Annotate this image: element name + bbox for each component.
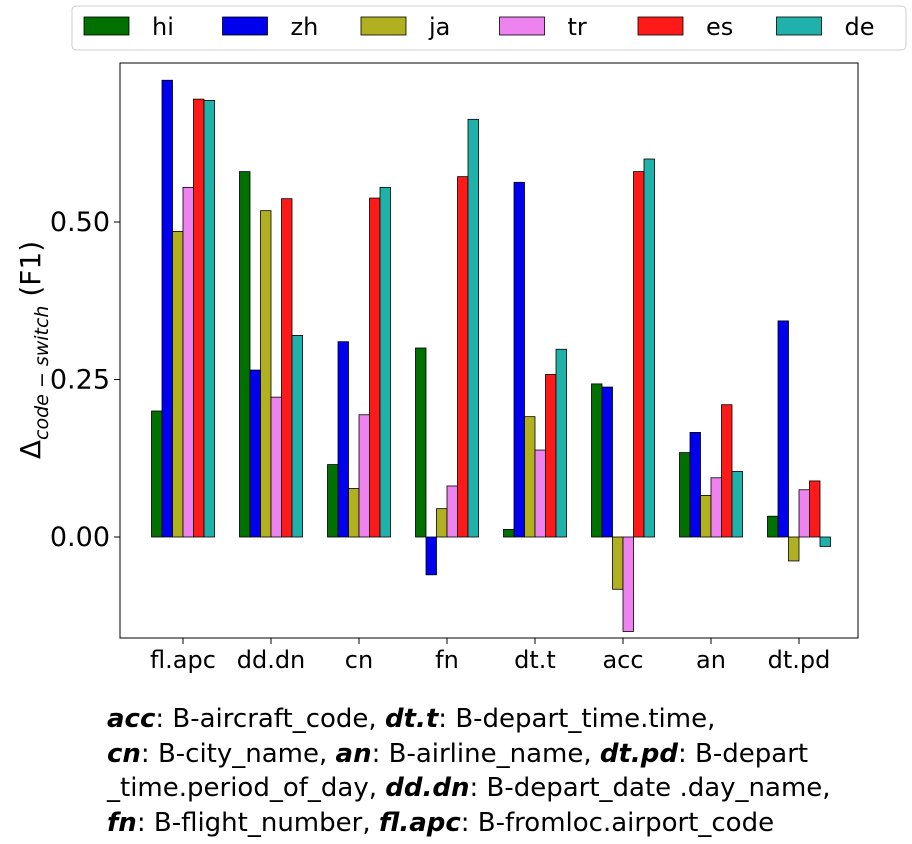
y-tick-label: 0.00	[50, 522, 110, 553]
bar-de-acc	[643, 158, 655, 538]
caption-definition: : B-depart_date .day_name,	[469, 773, 831, 803]
bar-de-dd.dn	[291, 334, 303, 538]
bar-tr-fn	[446, 485, 458, 538]
caption-line: cn: B-city_name, an: B-airline_name, dt.…	[107, 737, 907, 772]
bar-de-dt.t	[555, 348, 567, 538]
caption-definition: : B-city_name,	[140, 738, 336, 769]
bar-tr-fl.apc	[182, 186, 194, 538]
legend-swatch-tr	[499, 16, 545, 36]
bar-ja-dd.dn	[260, 210, 272, 538]
legend-label-tr: tr	[568, 13, 587, 41]
bar-hi-cn	[327, 464, 339, 538]
caption-abbreviation: fl.apc	[378, 807, 461, 838]
bar-tr-dt.t	[534, 449, 546, 538]
bar-hi-fn	[415, 347, 427, 538]
legend-label-hi: hi	[152, 13, 174, 41]
bar-tr-dd.dn	[270, 396, 282, 538]
bar-tr-acc	[622, 536, 634, 632]
bar-es-cn	[369, 197, 381, 538]
bar-zh-acc	[601, 386, 613, 538]
caption-definition: : B-flight_number,	[136, 807, 379, 838]
caption-line: acc: B-aircraft_code, dt.t: B-depart_tim…	[107, 702, 907, 737]
bar-hi-dd.dn	[239, 171, 251, 538]
legend-label-es: es	[706, 13, 733, 41]
caption-abbreviation: fn	[107, 807, 137, 838]
y-tick-label: 0.25	[50, 365, 110, 396]
bar-de-an	[731, 471, 743, 538]
bar-hi-an	[679, 452, 691, 538]
legend-swatch-es	[637, 16, 684, 36]
bar-de-fl.apc	[203, 100, 215, 538]
legend-swatch-zh	[222, 16, 268, 36]
bar-de-fn	[467, 118, 479, 538]
y-axis-label: Δcode − switch (F1)	[14, 241, 53, 459]
bar-ja-dt.pd	[788, 536, 800, 562]
caption-definition: : B-depart	[678, 738, 809, 769]
caption-definition: : B-aircraft_code,	[155, 704, 385, 734]
caption-definition: _time.period_of_day,	[107, 773, 386, 803]
caption-abbreviation: dt.pd	[599, 738, 679, 769]
abbreviation-caption: acc: B-aircraft_code, dt.t: B-depart_tim…	[107, 702, 907, 840]
caption-abbreviation: acc	[107, 704, 156, 734]
bar-ja-fl.apc	[172, 231, 184, 538]
x-tick-label: dd.dn	[237, 646, 306, 674]
legend-swatch-ja	[360, 16, 407, 36]
legend-label-de: de	[845, 13, 875, 41]
x-tick-label: cn	[345, 646, 373, 674]
x-tick-label: dt.pd	[768, 646, 831, 674]
bar-zh-dd.dn	[249, 369, 261, 538]
legend-box	[71, 5, 907, 51]
bar-hi-dt.t	[503, 529, 515, 538]
legend-swatch-hi	[83, 16, 130, 36]
bar-zh-an	[689, 432, 701, 538]
bar-ja-fn	[436, 508, 448, 538]
bar-ja-cn	[348, 488, 360, 538]
caption-definition: : B-airline_name,	[371, 738, 600, 769]
bar-ja-dt.t	[524, 416, 536, 538]
bar-zh-dt.pd	[777, 320, 789, 538]
x-tick-label: fn	[435, 646, 459, 674]
caption-abbreviation: dd.dn	[385, 773, 470, 803]
caption-abbreviation: cn	[107, 738, 141, 769]
bar-chart: 0.00 0.25 0.50 fl.apc dd.dn cn fn dt.t acc an dt.p…	[14, 5, 907, 674]
bar-zh-fl.apc	[161, 79, 173, 538]
plot-frame	[119, 62, 859, 639]
bar-ja-an	[700, 495, 712, 538]
caption-definition: : B-fromloc.airport_code	[460, 807, 775, 838]
bar-es-dt.t	[545, 374, 557, 538]
x-tick-label: acc	[602, 646, 643, 674]
y-tick-label: 0.50	[50, 207, 110, 238]
bar-es-dd.dn	[281, 198, 293, 538]
bar-es-acc	[633, 171, 645, 538]
bar-tr-an	[710, 477, 722, 538]
bar-hi-fl.apc	[151, 410, 163, 538]
bar-zh-fn	[425, 536, 437, 576]
bar-hi-acc	[591, 383, 603, 538]
caption-abbreviation: an	[335, 738, 372, 769]
x-tick-label: an	[696, 646, 726, 674]
bar-zh-dt.t	[513, 181, 525, 538]
bar-es-dt.pd	[809, 480, 821, 538]
legend-label-zh: zh	[291, 13, 319, 41]
x-tick-label: dt.t	[514, 646, 556, 674]
bar-de-cn	[379, 186, 391, 538]
caption-definition: : B-depart_time.time,	[438, 704, 716, 734]
bar-zh-cn	[337, 341, 349, 538]
bar-hi-dt.pd	[767, 515, 779, 538]
bar-es-fn	[457, 176, 469, 538]
caption-line: fn: B-flight_number, fl.apc: B-fromloc.a…	[107, 806, 907, 841]
legend-swatch-de	[776, 16, 822, 36]
x-tick-label: fl.apc	[150, 646, 216, 674]
caption-line: _time.period_of_day, dd.dn: B-depart_dat…	[107, 771, 907, 806]
bar-tr-cn	[358, 414, 370, 538]
caption-abbreviation: dt.t	[384, 704, 439, 734]
bar-es-fl.apc	[193, 98, 205, 538]
legend-label-ja: ja	[428, 13, 450, 41]
bar-es-an	[721, 404, 733, 538]
bar-de-dt.pd	[819, 536, 831, 547]
bar-ja-acc	[612, 536, 624, 590]
bar-tr-dt.pd	[798, 489, 810, 538]
